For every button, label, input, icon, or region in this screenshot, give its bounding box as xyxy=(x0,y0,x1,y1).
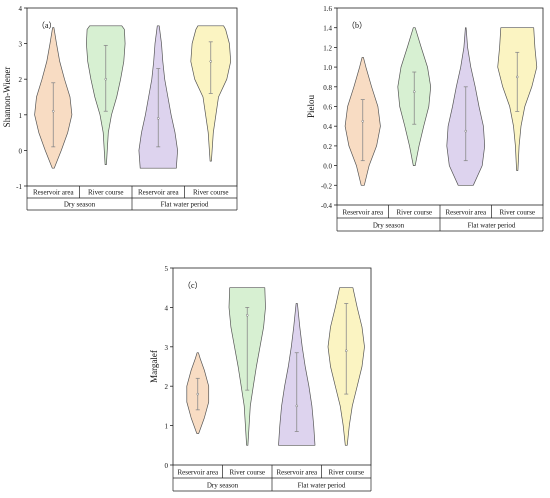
y-tick-label: 0 xyxy=(19,147,23,155)
median-point xyxy=(52,109,55,113)
category-label: Reservoir area xyxy=(276,469,318,477)
y-tick-label: 1.2 xyxy=(323,44,332,52)
group-label: Dry season xyxy=(207,482,239,490)
category-label: River course xyxy=(328,469,364,477)
y-tick-label: 2 xyxy=(19,76,23,84)
category-label: River course xyxy=(396,209,432,217)
y-tick-label: 1 xyxy=(19,112,23,120)
group-label: Dry season xyxy=(373,222,405,230)
y-tick-label: 3 xyxy=(165,344,169,352)
y-axis-label: Margalef xyxy=(149,350,159,383)
y-tick-label: 0.8 xyxy=(323,84,332,92)
category-label: River course xyxy=(499,209,535,217)
category-label: Reservoir area xyxy=(445,209,487,217)
median-point xyxy=(104,77,107,81)
median-point xyxy=(157,117,160,120)
panel-label: （b） xyxy=(347,21,367,30)
y-tick-label: 4 xyxy=(165,304,169,312)
y-tick-label: 5 xyxy=(165,265,169,273)
y-axis-label: Shannon-Wiener xyxy=(2,67,12,128)
chart-panel: -0.4 -0.2 0.0 0.2 0.4 0.6 0.8 1.0 1.2 1.4 1.6 Pielo… xyxy=(306,5,544,232)
category-label: Reservoir area xyxy=(177,469,219,477)
y-tick-label: 2 xyxy=(165,383,169,391)
group-label: Flat water period xyxy=(298,482,346,490)
y-tick-label: 1 xyxy=(165,423,169,431)
median-point xyxy=(196,392,199,396)
y-axis-label: Pielou xyxy=(306,95,316,119)
y-tick-label: 0 xyxy=(165,462,169,470)
median-point xyxy=(361,120,364,123)
y-tick-label: 1.4 xyxy=(323,25,332,33)
y-tick-label: 3 xyxy=(19,41,23,49)
median-point xyxy=(516,75,519,79)
category-label: River course xyxy=(229,469,265,477)
median-point xyxy=(464,129,467,133)
y-tick-label: -0.2 xyxy=(321,182,333,190)
median-point xyxy=(209,60,212,63)
median-point xyxy=(246,314,249,317)
y-tick-label: 0.6 xyxy=(323,104,332,112)
y-tick-label: -0.4 xyxy=(321,202,333,210)
y-tick-label: 0.2 xyxy=(323,143,332,151)
median-point xyxy=(413,90,416,93)
y-tick-label: 4 xyxy=(19,5,23,13)
y-tick-label: 0.4 xyxy=(323,123,332,131)
group-label: Dry season xyxy=(64,201,96,209)
y-tick-label: 1.6 xyxy=(323,5,332,13)
category-label: Reservoir area xyxy=(33,189,75,197)
median-point xyxy=(295,404,298,408)
group-label: Flat water period xyxy=(161,201,209,209)
group-label: Flat water period xyxy=(468,222,516,230)
panel-label: （a） xyxy=(37,21,57,30)
chart-panel: 0 1 2 3 4 5 Margalef （c） Reservoir area River cou… xyxy=(149,265,372,492)
y-tick-label: 0.0 xyxy=(323,163,332,171)
y-tick-label: 1.0 xyxy=(323,64,332,72)
category-label: Reservoir area xyxy=(342,209,384,217)
median-point xyxy=(345,349,348,352)
y-tick-label: -1 xyxy=(16,183,22,191)
category-label: River course xyxy=(88,189,124,197)
category-label: Reservoir area xyxy=(138,189,180,197)
panel-label: （c） xyxy=(183,281,203,290)
category-label: River course xyxy=(193,189,229,197)
chart-panel: -1 0 1 2 3 4 Shannon-Wiener （a） Reservoir area Ri… xyxy=(2,5,238,211)
